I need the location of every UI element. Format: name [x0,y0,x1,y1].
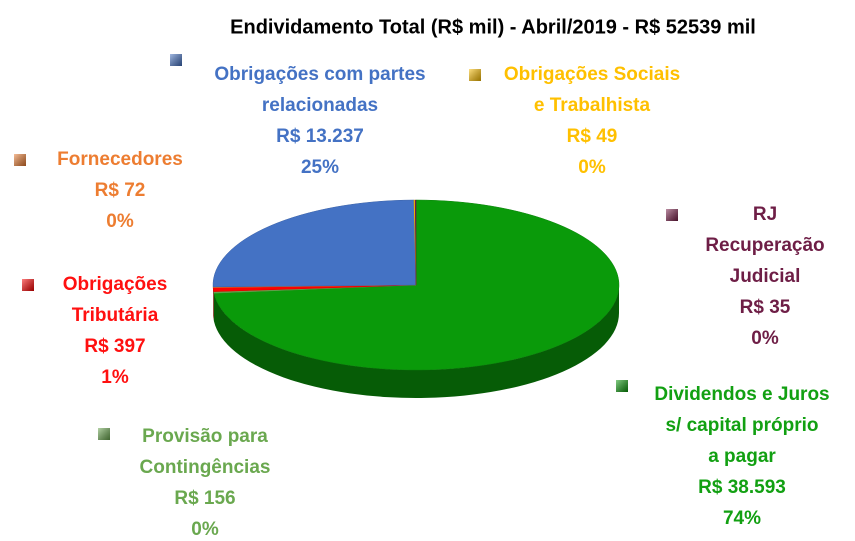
legend-marker-shade [98,428,110,440]
value-label: R$ 35 [740,297,791,318]
value-label: R$ 13.237 [276,126,364,147]
pie-slice [212,199,417,288]
pie-slice [213,199,620,371]
percent-label: 74% [723,508,761,529]
legend-marker-shade [14,154,26,166]
percent-label: 25% [301,157,339,178]
legend-marker-shade [469,69,481,81]
category-label: RJ [753,204,777,225]
category-label: a pagar [708,446,776,467]
category-label: s/ capital próprio [665,415,818,436]
category-label: Provisão para [142,426,268,447]
value-label: R$ 397 [84,336,145,357]
category-label: Obrigações com partes [214,64,425,85]
value-label: R$ 156 [174,488,235,509]
category-label: Dividendos e Juros [654,384,829,405]
pie-slice [414,199,417,286]
legend-marker-shade [666,209,678,221]
pie-side [213,287,214,320]
percent-label: 0% [106,211,134,232]
category-label: Fornecedores [57,149,183,170]
value-label: R$ 49 [567,126,618,147]
category-label: Recuperação [705,235,824,256]
pie-side [213,285,619,399]
percent-label: 0% [751,328,779,349]
category-label: Tributária [72,305,159,326]
category-label: e Trabalhista [534,95,651,116]
legend-marker-shade [22,279,34,291]
percent-label: 0% [578,157,606,178]
value-label: R$ 38.593 [698,477,786,498]
legend-marker-shade [616,380,628,392]
category-label: Obrigações [63,274,168,295]
value-label: R$ 72 [95,180,146,201]
chart-title: Endividamento Total (R$ mil) - Abril/201… [230,16,756,38]
percent-label: 0% [191,519,219,540]
category-label: relacionadas [262,95,378,116]
percent-label: 1% [101,367,129,388]
category-label: Obrigações Sociais [504,64,680,85]
category-label: Contingências [140,457,271,478]
category-label: Judicial [730,266,801,287]
legend-marker-shade [170,54,182,66]
